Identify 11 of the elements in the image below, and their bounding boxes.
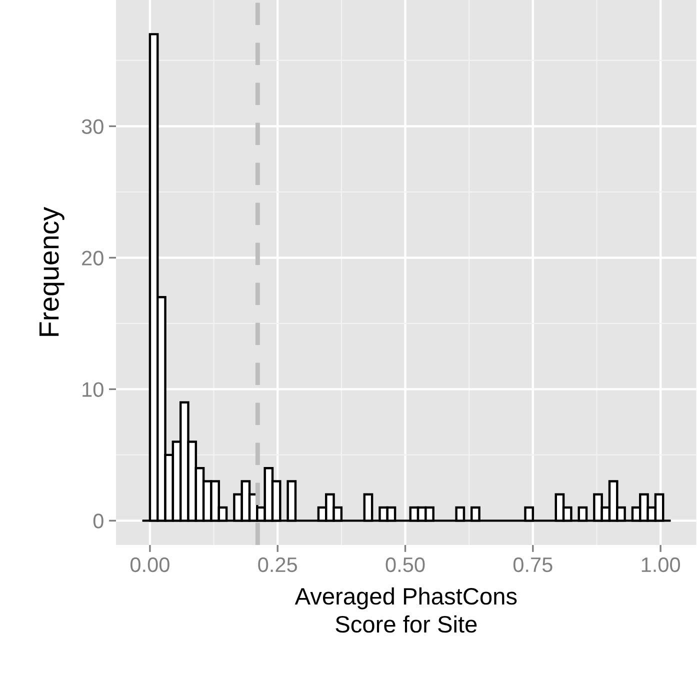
y-axis-title: Frequency [39, 206, 64, 336]
y-tick-label: 20 [82, 250, 104, 266]
x-tick-label: 0.00 [130, 557, 170, 572]
x-tick-label: 0.25 [258, 557, 298, 572]
x-tick-label: 0.50 [386, 557, 425, 572]
x-axis-title: Averaged PhastCons Score for Site [294, 587, 517, 633]
x-tick-label: 0.75 [513, 557, 552, 572]
y-tick-label: 10 [82, 382, 104, 397]
y-tick-label: 30 [82, 119, 104, 134]
x-tick-label: 1.00 [642, 557, 680, 572]
y-tick-label: 0 [93, 514, 104, 528]
